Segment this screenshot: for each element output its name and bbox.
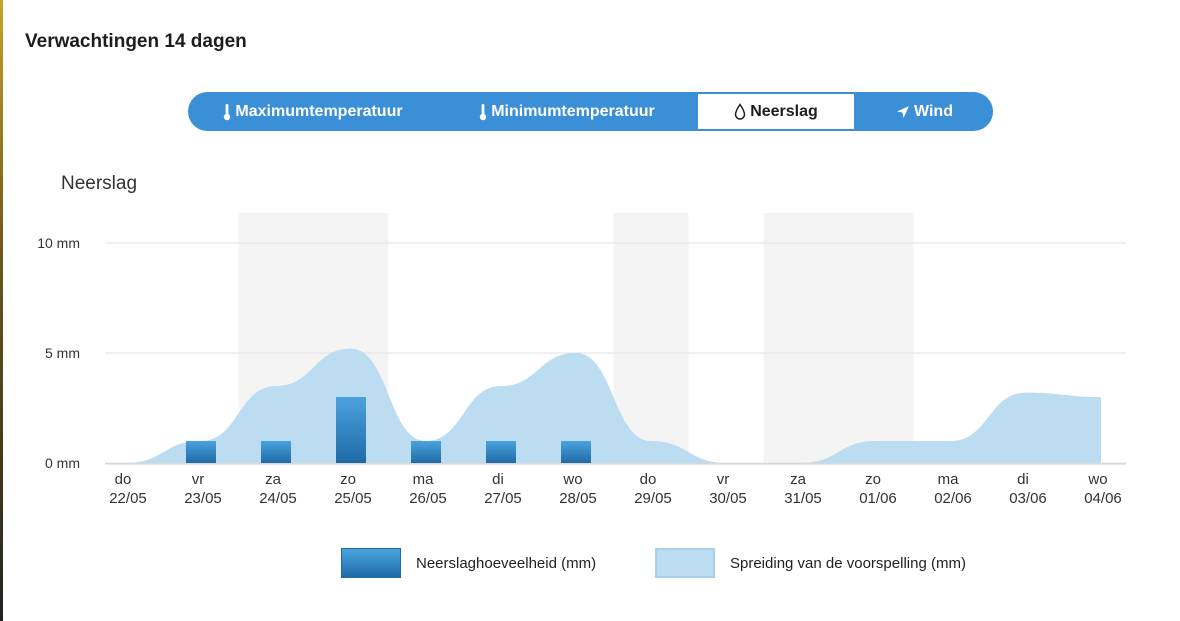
legend-item-amount[interactable]: Neerslaghoeveelheid (mm) bbox=[341, 548, 596, 578]
x-tick-date-label: 31/05 bbox=[784, 490, 822, 507]
precipitation-bar bbox=[486, 441, 516, 463]
page-title: Verwachtingen 14 dagen bbox=[25, 31, 247, 52]
chart-title: Neerslag bbox=[61, 173, 138, 194]
x-tick-day-label: zo bbox=[340, 471, 356, 488]
droplet-icon bbox=[734, 102, 746, 121]
precipitation-bar bbox=[336, 397, 366, 463]
y-tick-label: 5 mm bbox=[45, 345, 80, 361]
x-tick-date-label: 27/05 bbox=[484, 490, 522, 507]
x-tick-day-label: ma bbox=[413, 471, 434, 488]
tab-minimumtemperatuur[interactable]: Minimumtemperatuur bbox=[438, 92, 696, 131]
legend-label: Spreiding van de voorspelling (mm) bbox=[730, 554, 966, 572]
x-tick-day-label: ma bbox=[938, 471, 959, 488]
tab-label: Neerslag bbox=[750, 102, 818, 120]
x-tick-day-label: za bbox=[790, 471, 807, 488]
weekend-band bbox=[763, 213, 914, 463]
y-tick-label: 10 mm bbox=[37, 235, 80, 251]
legend-item-spread[interactable]: Spreiding van de voorspelling (mm) bbox=[655, 548, 966, 578]
y-tick-label: 0 mm bbox=[45, 455, 80, 471]
x-tick-date-label: 30/05 bbox=[709, 490, 747, 507]
x-tick-day-label: vr bbox=[192, 471, 205, 488]
precipitation-bar bbox=[411, 441, 441, 463]
x-tick-date-label: 04/06 bbox=[1084, 490, 1122, 507]
x-tick-day-label: wo bbox=[562, 471, 582, 488]
x-tick-date-label: 03/06 bbox=[1009, 490, 1047, 507]
legend-label: Neerslaghoeveelheid (mm) bbox=[416, 554, 597, 572]
page-edge-accent bbox=[0, 0, 3, 621]
x-tick-day-label: za bbox=[265, 471, 282, 488]
x-tick-day-label: wo bbox=[1087, 471, 1107, 488]
tab-label: Wind bbox=[914, 102, 953, 120]
x-tick-day-label: vr bbox=[717, 471, 730, 488]
tab-label: Maximumtemperatuur bbox=[235, 102, 403, 120]
x-tick-day-label: zo bbox=[865, 471, 881, 488]
spread-area bbox=[126, 348, 1101, 463]
thermometer-icon bbox=[479, 103, 487, 121]
legend-swatch-area bbox=[655, 548, 715, 578]
x-tick-date-label: 01/06 bbox=[859, 490, 897, 507]
tab-neerslag[interactable]: Neerslag bbox=[696, 92, 856, 131]
x-tick-date-label: 23/05 bbox=[184, 490, 222, 507]
x-tick-day-label: do bbox=[640, 471, 657, 488]
x-tick-date-label: 25/05 bbox=[334, 490, 372, 507]
precipitation-bar bbox=[186, 441, 216, 463]
tab-label: Minimumtemperatuur bbox=[491, 102, 655, 120]
forecast-tabs: Maximumtemperatuur Minimumtemperatuur Ne… bbox=[188, 92, 993, 131]
x-tick-date-label: 28/05 bbox=[559, 490, 597, 507]
precipitation-bar bbox=[261, 441, 291, 463]
x-tick-date-label: 02/06 bbox=[934, 490, 972, 507]
weekend-band bbox=[613, 213, 689, 463]
legend-swatch-bar bbox=[341, 548, 401, 578]
tab-wind[interactable]: Wind bbox=[856, 92, 993, 131]
thermometer-icon bbox=[223, 103, 231, 121]
x-tick-date-label: 24/05 bbox=[259, 490, 297, 507]
x-tick-day-label: di bbox=[1017, 471, 1029, 488]
wind-direction-icon bbox=[896, 105, 910, 119]
x-tick-day-label: do bbox=[115, 471, 132, 488]
x-tick-date-label: 26/05 bbox=[409, 490, 447, 507]
x-tick-date-label: 29/05 bbox=[634, 490, 672, 507]
x-tick-day-label: di bbox=[492, 471, 504, 488]
precipitation-chart: 0 mm 5 mm 10 mm do 22/05 vr 23/05 za 24/05 zo 25/0… bbox=[37, 213, 1126, 507]
precipitation-bar bbox=[561, 441, 591, 463]
x-tick-date-label: 22/05 bbox=[109, 490, 147, 507]
chart-legend: Neerslaghoeveelheid (mm) Spreiding van d… bbox=[0, 548, 1180, 580]
tab-maximumtemperatuur[interactable]: Maximumtemperatuur bbox=[188, 92, 438, 131]
